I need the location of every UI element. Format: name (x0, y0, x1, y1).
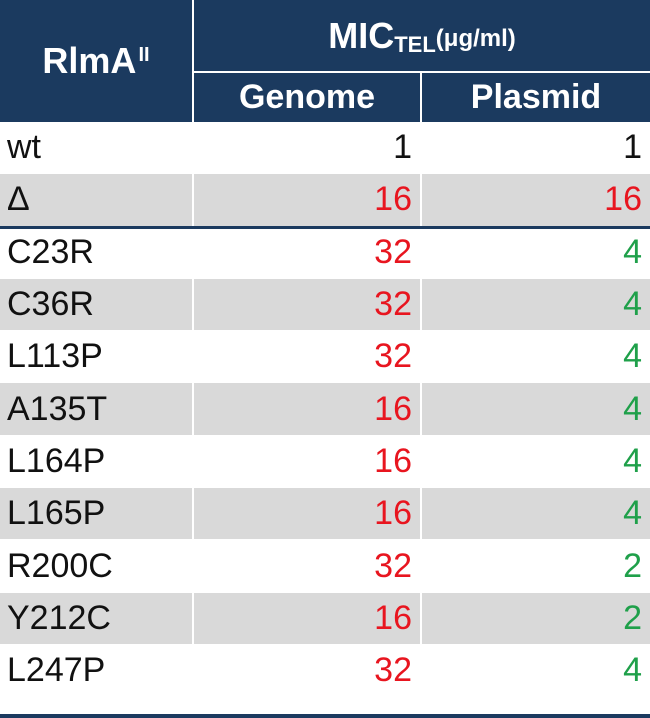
table-header: RlmA II MIC TEL (μg/ml) Genome Plasmid (0, 0, 650, 122)
mic-subscript: TEL (394, 31, 436, 57)
row-variant-name: C36R (7, 285, 94, 324)
subheader-divider-vertical (420, 73, 422, 122)
row-genome-mic: 32 (374, 285, 412, 324)
row-genome-mic: 16 (374, 389, 412, 428)
plasmid-column-header: Plasmid (470, 78, 602, 116)
table-row: wt 1 1 (0, 122, 650, 175)
row-genome-mic: 32 (374, 337, 412, 376)
row-genome-mic: 16 (374, 598, 412, 637)
row-plasmid-mic: 4 (623, 651, 642, 690)
header-divider-horizontal (194, 71, 650, 73)
mic-header: MIC TEL (μg/ml) (194, 0, 650, 71)
table-row: C23R 32 4 (0, 226, 650, 279)
genome-column-header: Genome (238, 78, 376, 116)
row-plasmid-mic: 16 (604, 180, 642, 219)
group-divider (0, 226, 650, 229)
row-variant-name: A135T (7, 389, 108, 428)
rlma-label: RlmA (42, 40, 137, 81)
row-plasmid-mic: 1 (623, 128, 642, 167)
row-variant-name: L113P (7, 337, 103, 376)
table-row: C36R 32 4 (0, 278, 650, 332)
row-variant-name: L165P (7, 494, 106, 533)
row-variant-name: L247P (7, 651, 106, 690)
table-bottom-border (0, 714, 650, 718)
table-row: Y212C 16 2 (0, 592, 650, 645)
row-genome-mic: 16 (374, 180, 412, 219)
mic-label: MIC (328, 14, 395, 56)
table-row: L247P 32 4 (0, 644, 650, 698)
mic-unit: (μg/ml) (435, 24, 516, 52)
row-plasmid-mic: 4 (623, 494, 642, 533)
row-plasmid-mic: 4 (623, 441, 642, 480)
row-variant-name: C23R (7, 232, 94, 271)
table-row: L113P 32 4 (0, 331, 650, 384)
row-plasmid-mic: 2 (623, 546, 642, 585)
rlma-superscript: II (138, 43, 150, 66)
table-row: R200C 32 2 (0, 540, 650, 593)
row-genome-mic: 32 (374, 651, 412, 690)
rlma-header: RlmA II (0, 0, 192, 122)
row-plasmid-mic: 4 (623, 232, 642, 271)
row-plasmid-mic: 4 (623, 389, 642, 428)
table-row: A135T 16 4 (0, 383, 650, 436)
column-separator-2 (420, 122, 422, 714)
row-genome-mic: 16 (374, 494, 412, 533)
header-divider-vertical (192, 0, 194, 122)
row-variant-name: Δ (7, 180, 30, 219)
row-plasmid-mic: 2 (623, 598, 642, 637)
table-row: Δ 16 16 (0, 174, 650, 227)
row-genome-mic: 32 (374, 232, 412, 271)
row-variant-name: L164P (7, 441, 106, 480)
row-genome-mic: 16 (374, 441, 412, 480)
row-plasmid-mic: 4 (623, 337, 642, 376)
table-body: wt 1 1 Δ 16 16 C23R 32 4 C36R 32 4 L113P 32 4 A135T 16 4 L… (0, 122, 650, 698)
row-plasmid-mic: 4 (623, 285, 642, 324)
row-variant-name: wt (7, 128, 41, 167)
row-genome-mic: 1 (393, 128, 412, 167)
row-variant-name: Y212C (7, 598, 111, 637)
column-separator-1 (192, 122, 194, 714)
table-row: L165P 16 4 (0, 488, 650, 541)
table-row: L164P 16 4 (0, 435, 650, 489)
row-variant-name: R200C (7, 546, 113, 585)
row-genome-mic: 32 (374, 546, 412, 585)
